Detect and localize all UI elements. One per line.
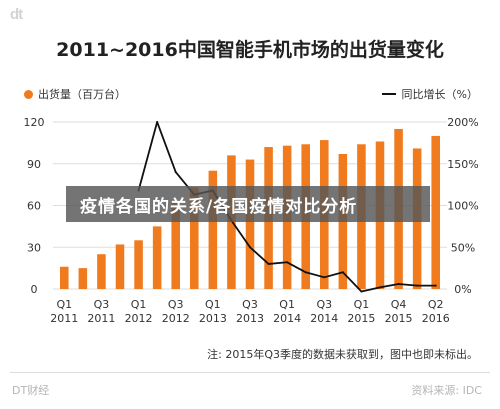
x-tick-year: 2013 — [199, 312, 227, 325]
y-right-tick-label: 150% — [447, 158, 478, 171]
bar — [171, 202, 180, 289]
growth-point — [416, 284, 419, 287]
legend-shipments-label: 出货量（百万台） — [38, 88, 126, 101]
x-tick-year: 2012 — [162, 312, 190, 325]
x-tick-year: 2013 — [236, 312, 264, 325]
growth-point — [174, 171, 177, 174]
x-tick-quarter: Q3 — [168, 298, 184, 311]
bar — [152, 226, 162, 289]
x-tick-year: 2014 — [273, 312, 301, 325]
growth-point — [379, 286, 381, 289]
dt-logo: dt — [10, 6, 23, 23]
legend-bar-swatch — [24, 89, 33, 99]
x-tick-quarter: Q1 — [279, 298, 295, 311]
y-left-tick-label: 120 — [24, 116, 45, 129]
bar — [245, 159, 255, 289]
footer-source: 资料来源: IDC — [411, 384, 482, 397]
growth-point — [286, 261, 289, 264]
x-tick-quarter: Q3 — [316, 298, 332, 311]
growth-point — [360, 290, 363, 293]
x-tick-quarter: Q1 — [56, 298, 72, 311]
x-tick-quarter: Q4 — [391, 298, 407, 311]
bar — [227, 155, 236, 289]
legend-growth: 同比增长（%） — [381, 86, 478, 102]
bar — [115, 244, 125, 289]
x-tick-year: 2012 — [125, 312, 153, 325]
x-tick-quarter: Q1 — [354, 298, 370, 311]
legend-growth-label: 同比增长（%） — [401, 88, 478, 101]
y-left-tick-label: 30 — [27, 241, 41, 254]
bar — [60, 266, 69, 289]
bar — [78, 268, 88, 289]
bar — [134, 240, 143, 289]
overlay-banner: 疫情各国的关系/各国疫情对比分析 — [66, 186, 430, 222]
footer-brand: DT财经 — [12, 384, 50, 397]
bar — [431, 135, 440, 289]
x-tick-year: 2011 — [50, 312, 78, 325]
y-left-tick-label: 0 — [31, 283, 38, 296]
growth-point — [249, 246, 251, 249]
legend-shipments: 出货量（百万台） — [24, 86, 126, 102]
chart-area: 03060901200%50%100%150%200%Q12011Q32011Q… — [24, 116, 479, 325]
x-tick-year: 2015 — [347, 312, 375, 325]
legend-line-swatch — [381, 93, 396, 95]
y-left-tick-label: 90 — [27, 158, 41, 171]
x-tick-year: 2016 — [422, 312, 450, 325]
chart-note: 注: 2015年Q3季度的数据未获取到，图中也即未标出。 — [207, 348, 478, 361]
bar — [208, 170, 218, 289]
growth-point — [397, 282, 400, 285]
x-tick-year: 2011 — [87, 312, 115, 325]
growth-point — [341, 271, 344, 274]
y-right-tick-label: 0% — [454, 283, 471, 296]
growth-point — [267, 262, 270, 265]
x-tick-quarter: Q3 — [242, 298, 258, 311]
growth-point — [304, 271, 307, 274]
y-right-tick-label: 200% — [447, 116, 478, 129]
x-tick-year: 2015 — [385, 312, 413, 325]
bar — [97, 254, 106, 289]
x-tick-quarter: Q2 — [428, 298, 444, 311]
x-tick-year: 2014 — [310, 312, 338, 325]
footer-divider — [10, 372, 490, 373]
growth-point — [434, 284, 437, 287]
growth-point — [323, 276, 326, 279]
x-tick-quarter: Q1 — [205, 298, 221, 311]
x-tick-quarter: Q1 — [131, 298, 147, 311]
y-right-tick-label: 50% — [451, 241, 475, 254]
x-tick-quarter: Q3 — [94, 298, 110, 311]
y-left-tick-label: 60 — [27, 200, 41, 213]
y-right-tick-label: 100% — [447, 200, 478, 213]
growth-point — [156, 121, 159, 123]
chart-title: 2011~2016中国智能手机市场的出货量变化 — [56, 39, 444, 61]
bar — [190, 187, 199, 289]
